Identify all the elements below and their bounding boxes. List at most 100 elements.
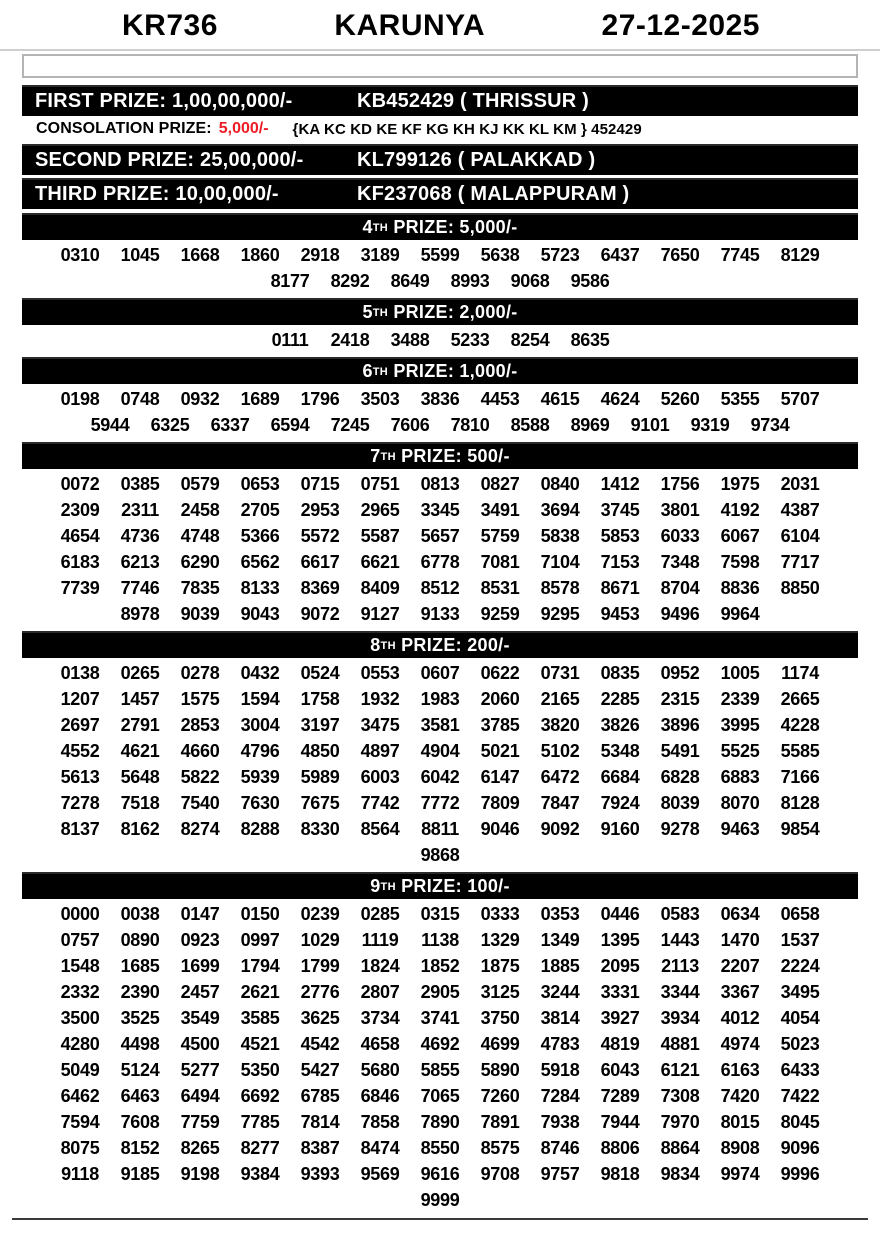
prize-number: 8908 [720,1137,760,1158]
prize-number: 0757 [60,929,100,950]
prize-number: 9734 [750,414,790,435]
prize-number: 6325 [150,414,190,435]
prize-number: 0278 [180,662,220,683]
prize-number: 8564 [360,818,400,839]
ticket-search-input[interactable] [22,54,858,78]
prize-number: 1174 [781,662,819,683]
prize-number: 5366 [240,525,280,546]
prize-number: 5989 [300,766,340,787]
prize-number: 9496 [660,603,700,624]
prize-number: 6003 [360,766,400,787]
prize-number: 3820 [540,714,580,735]
prize-number: 9999 [420,1189,460,1210]
prize-number: 4736 [120,525,160,546]
prize-number: 1412 [600,473,640,494]
second-prize-bar: SECOND PRIZE: 25,00,000/- KL799126 ( PAL… [22,144,858,175]
prize-number: 0147 [180,903,220,924]
prize-number: 6437 [600,244,640,265]
prize-number: 0622 [480,662,520,683]
consolation-prize-row: CONSOLATION PRIZE: 5,000/- {KA KC KD KE … [0,116,880,141]
prize-number: 8129 [780,244,820,265]
prize-number: 3836 [420,388,460,409]
prize-number: 4819 [600,1033,640,1054]
prize-number: 8864 [660,1137,700,1158]
prize-number: 4054 [780,1007,820,1028]
prize-number: 1594 [240,688,280,709]
prize-number: 8649 [390,270,430,291]
prize-number: 0653 [240,473,280,494]
prize-number: 3344 [660,981,700,1002]
prize-number: 4542 [300,1033,340,1054]
prize-number: 7944 [600,1111,640,1132]
prize-number: 2165 [540,688,580,709]
prize-number: 6621 [360,551,400,572]
prize-number: 6463 [120,1085,160,1106]
prize-number: 8070 [720,792,760,813]
third-prize-label: THIRD PRIZE: 10,00,000/- [35,183,279,205]
prize-number: 1207 [60,688,100,709]
prize-number: 0524 [300,662,340,683]
prize-number: 7245 [330,414,370,435]
prize-number: 9854 [780,818,820,839]
consolation-series: {KA KC KD KE KF KG KH KJ KK KL KM } 4524… [292,120,642,138]
prize-number: 8265 [180,1137,220,1158]
prize-number: 3525 [120,1007,160,1028]
prize-numbers-row: 0198 0748 0932 1689 1796 3503 3836 4453 4615 4624… [0,386,880,412]
prize-numbers-row: 8137 8162 8274 8288 8330 8564 8811 9046 9092 9160… [0,816,880,842]
prize-number: 1699 [180,955,220,976]
prize-number: 6290 [180,551,220,572]
prize-number: 3331 [600,981,640,1002]
prize-number: 5707 [780,388,820,409]
prize-number: 1349 [540,929,580,950]
prize-number: 5491 [660,740,700,761]
prize-number: 2665 [780,688,820,709]
prize-number: 9453 [600,603,640,624]
prize-number: 7772 [420,792,460,813]
prize-number: 8369 [300,577,340,598]
prize-number: 1975 [720,473,760,494]
prize-number: 1548 [60,955,100,976]
prize-number: 1029 [300,929,340,950]
prize-number: 0583 [660,903,700,924]
prize-number: 8512 [420,577,460,598]
prize-number: 2776 [300,981,340,1002]
prize-number: 7422 [780,1085,820,1106]
prize-number: 3995 [720,714,760,735]
prize-number: 9868 [420,844,460,865]
prize-number: 3500 [60,1007,100,1028]
prize-number: 0923 [180,929,220,950]
prize-number: 8474 [360,1137,400,1158]
prize-number: 3475 [360,714,400,735]
prize-number: 7289 [600,1085,640,1106]
prize-number: 8133 [240,577,280,598]
prize-number: 9393 [300,1163,340,1184]
prize-number: 4615 [540,388,580,409]
prize-numbers-row: 9118 9185 9198 9384 9393 9569 9616 9708 9757 9818… [0,1161,880,1187]
prize-number: 2315 [660,688,700,709]
prize-number: 3934 [660,1007,700,1028]
prize-numbers-row: 6462 6463 6494 6692 6785 6846 7065 7260 7284 7289… [0,1083,880,1109]
prize-number: 3495 [780,981,820,1002]
prize-number: 5855 [420,1059,460,1080]
prize-number: 7284 [540,1085,580,1106]
second-prize-label: SECOND PRIZE: 25,00,000/- [35,149,304,171]
prize-number: 9072 [300,603,340,624]
prize-number: 2791 [120,714,160,735]
prize-number: 2332 [60,981,100,1002]
prize-number: 3785 [480,714,520,735]
prize-number: 6121 [660,1059,700,1080]
prize-number: 4624 [600,388,640,409]
prize-numbers-row: 0000 0038 0147 0150 0239 0285 0315 0333 0353 0446… [0,901,880,927]
prize-number: 4498 [120,1033,160,1054]
third-prize-bar: THIRD PRIZE: 10,00,000/- KF237068 ( MALA… [22,178,858,209]
prize-number: 7785 [240,1111,280,1132]
prize-number: 9185 [120,1163,160,1184]
prize-number: 2031 [780,473,820,494]
prize-number: 3801 [660,499,700,520]
prize-number: 4012 [720,1007,760,1028]
prize-number: 0446 [600,903,640,924]
prize-number: 5525 [720,740,760,761]
prize-number: 9039 [180,603,220,624]
prize-number: 4692 [420,1033,460,1054]
prize-number: 7348 [660,551,700,572]
